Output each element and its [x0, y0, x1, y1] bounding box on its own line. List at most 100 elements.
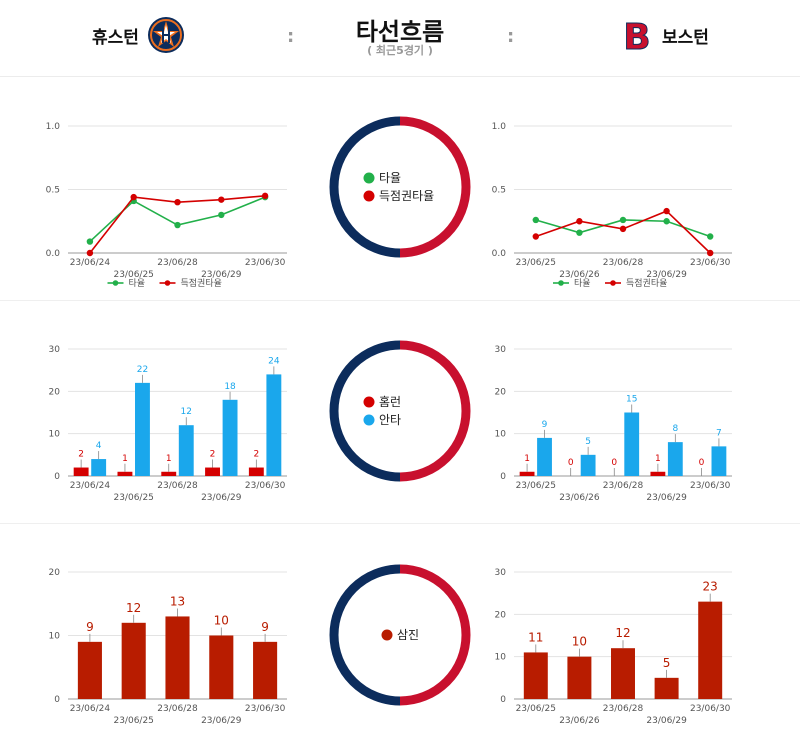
x-tick-label: 23/06/24 — [70, 704, 111, 714]
bar — [178, 425, 194, 476]
ring-away-half — [399, 564, 471, 706]
bar — [611, 648, 635, 699]
bar — [222, 399, 238, 476]
ring-away-half — [399, 340, 471, 482]
y-tick-label: 0.0 — [492, 249, 507, 259]
bar — [519, 471, 535, 476]
y-tick-label: 10 — [495, 430, 507, 440]
y-tick-label: 20 — [495, 610, 507, 620]
bar — [654, 677, 679, 699]
data-label: 5 — [663, 656, 671, 670]
data-label: 0 — [699, 458, 705, 468]
y-tick-label: 30 — [495, 568, 507, 578]
data-label: 10 — [214, 614, 229, 628]
data-label: 7 — [716, 428, 722, 438]
home-team[interactable]: 휴스턴 — [92, 16, 185, 54]
ring-legend-label: 삼진 — [397, 628, 419, 642]
ring-legend-label: 홈런 — [379, 395, 401, 409]
data-label: 4 — [96, 441, 102, 451]
x-tick-label: 23/06/28 — [603, 481, 644, 491]
y-tick-label: 20 — [495, 387, 507, 397]
home-team-name: 휴스턴 — [92, 27, 139, 48]
data-label: 2 — [78, 450, 84, 460]
data-point — [86, 249, 94, 257]
data-point — [218, 196, 225, 203]
data-label: 8 — [672, 424, 678, 434]
ring-legend-dot — [363, 190, 375, 202]
data-point — [532, 216, 539, 224]
header: 휴스턴 : 타선흐름 ( 최근5경기 ) : B B 보스턴 — [0, 0, 800, 77]
chart-away-avg: 0.0 0.5 1.0 23/06/2523/06/2623/06/2823/06/2… — [492, 122, 732, 289]
data-label: 2 — [210, 450, 216, 460]
data-point — [576, 218, 583, 225]
y-tick-label: 0 — [54, 472, 60, 482]
data-label: 1 — [524, 454, 530, 464]
x-tick-label: 23/06/30 — [245, 258, 286, 268]
data-label: 15 — [626, 395, 637, 405]
data-label: 1 — [166, 454, 172, 464]
data-label: 2 — [253, 450, 259, 460]
data-label: 9 — [86, 620, 94, 634]
x-tick-label: 23/06/29 — [646, 270, 687, 280]
data-label: 11 — [528, 630, 543, 644]
data-label: 5 — [585, 437, 591, 447]
data-point — [619, 216, 627, 224]
bar — [537, 437, 552, 476]
x-tick-label: 23/06/29 — [201, 716, 242, 726]
bar — [77, 641, 102, 699]
colon-right: : — [507, 26, 515, 47]
bar — [711, 446, 727, 476]
x-tick-label: 23/06/25 — [516, 258, 556, 268]
x-tick-label: 23/06/28 — [157, 704, 198, 714]
legend-swatch-dot — [558, 280, 564, 286]
y-tick-label: 0.5 — [46, 186, 60, 196]
away-team[interactable]: B B 보스턴 — [620, 16, 709, 55]
x-tick-label: 23/06/25 — [113, 716, 153, 726]
x-tick-label: 23/06/25 — [113, 493, 153, 503]
chart-away-so: 010203023/06/2523/06/2623/06/2823/06/292… — [495, 568, 732, 726]
bar — [624, 412, 640, 476]
y-tick-label: 10 — [495, 653, 507, 663]
data-label: 24 — [268, 356, 280, 366]
chart-away-hits: 010203023/06/2523/06/2623/06/2823/06/292… — [495, 345, 732, 503]
ring-legend-label: 득점권타율 — [379, 189, 434, 203]
data-point — [663, 218, 670, 225]
y-tick-label: 0.0 — [46, 249, 61, 259]
bar — [698, 601, 723, 699]
x-tick-label: 23/06/26 — [559, 270, 600, 280]
data-label: 18 — [224, 382, 236, 392]
red-sox-logo-icon: B B — [623, 17, 651, 55]
y-tick-label: 0 — [500, 472, 506, 482]
bar — [253, 641, 278, 699]
bar — [117, 471, 133, 476]
data-point — [663, 207, 670, 215]
data-label: 12 — [181, 407, 192, 417]
x-tick-label: 23/06/26 — [559, 493, 600, 503]
colon-left: : — [287, 26, 295, 47]
bar — [209, 635, 234, 699]
y-tick-label: 1.0 — [492, 122, 507, 132]
data-point — [174, 221, 181, 229]
bar — [567, 656, 592, 699]
ring-home-half — [329, 340, 401, 482]
x-tick-label: 23/06/29 — [646, 493, 687, 503]
data-label: 0 — [611, 458, 617, 468]
data-label: 12 — [126, 601, 141, 615]
data-label: 13 — [170, 594, 185, 608]
data-point — [218, 211, 225, 219]
bar — [248, 467, 264, 476]
x-tick-label: 23/06/24 — [70, 258, 111, 268]
y-tick-label: 20 — [49, 568, 61, 578]
page-title: 타선흐름 — [355, 18, 445, 46]
ring-legend-label: 안타 — [379, 413, 401, 427]
astros-logo-icon — [147, 17, 184, 53]
x-tick-label: 23/06/30 — [690, 258, 731, 268]
data-point — [707, 249, 714, 257]
x-tick-label: 23/06/28 — [157, 258, 198, 268]
away-team-name: 보스턴 — [662, 27, 709, 48]
legend-swatch-dot — [112, 280, 119, 286]
x-tick-label: 23/06/24 — [70, 481, 111, 491]
